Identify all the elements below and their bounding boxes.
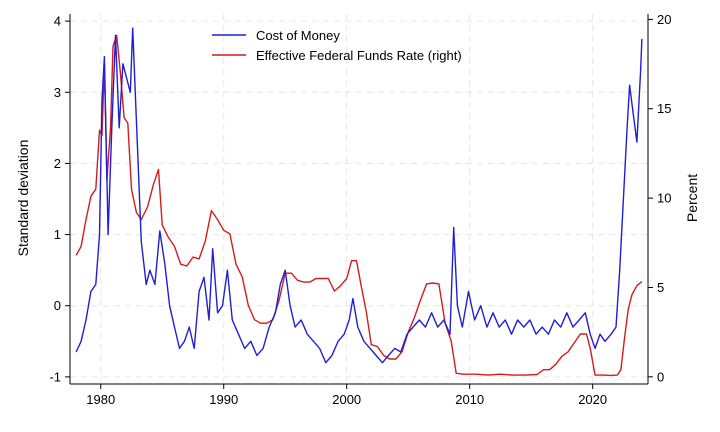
left-tick-label: 4: [54, 14, 61, 29]
series-line-cost-of-money: [75, 27, 643, 364]
right-tick-label: 15: [657, 101, 671, 116]
left-tick-label: 3: [54, 85, 61, 100]
axes: [69, 14, 649, 385]
right-tick-label: 20: [657, 12, 671, 27]
right-tick-label: 0: [657, 369, 664, 384]
left-tick-label: 0: [54, 298, 61, 313]
x-tick-label: 1990: [209, 392, 238, 407]
right-axis-ticks: 0 5 10 15 20: [648, 12, 671, 384]
gridlines: [70, 14, 648, 384]
right-axis-title: Percent: [684, 174, 700, 222]
legend-label-cost-of-money: Cost of Money: [256, 28, 340, 43]
legend-label-fed-funds: Effective Federal Funds Rate (right): [256, 48, 462, 63]
right-tick-label: 10: [657, 191, 671, 206]
left-axis-title: Standard deviation: [15, 140, 31, 257]
right-tick-label: 5: [657, 280, 664, 295]
x-tick-label: 2000: [332, 392, 361, 407]
left-tick-label: 1: [54, 227, 61, 242]
legend: Cost of Money Effective Federal Funds Ra…: [212, 28, 462, 63]
left-tick-label: 2: [54, 156, 61, 171]
plot-series: [75, 27, 643, 377]
x-tick-label: 2020: [578, 392, 607, 407]
x-tick-label: 1980: [86, 392, 115, 407]
left-tick-label: -1: [49, 369, 61, 384]
series-line-fed-funds-rate: [75, 34, 643, 377]
x-axis-ticks: 1980 1990 2000 2010 2020: [86, 384, 607, 407]
left-axis-ticks: -1 0 1 2 3 4: [49, 14, 70, 384]
x-tick-label: 2010: [455, 392, 484, 407]
